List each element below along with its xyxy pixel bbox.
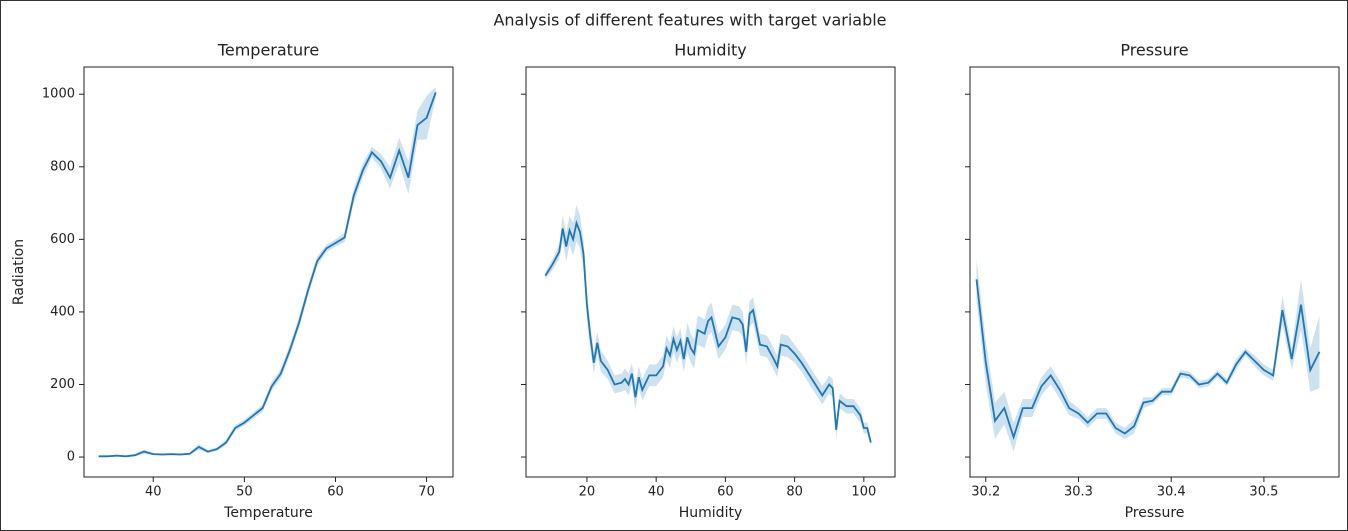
- line: [975, 279, 1321, 441]
- y-tick-label: 0: [67, 450, 75, 465]
- x-tick-label: 60: [327, 485, 344, 500]
- x-tick-label: 30.5: [1249, 485, 1278, 500]
- x-tick-label: 30.4: [1157, 485, 1186, 500]
- y-axis-label: Radiation: [11, 239, 27, 305]
- axes-frame: [83, 66, 454, 478]
- y-tick-label: 400: [50, 304, 75, 319]
- y-tick-label: 1000: [42, 87, 75, 102]
- axes-frame: [525, 66, 896, 478]
- y-tick-label: 800: [50, 159, 75, 174]
- line: [98, 92, 437, 458]
- y-tick-label: 200: [50, 377, 75, 392]
- x-tick-label: 100: [851, 485, 876, 500]
- axes-frame: [969, 66, 1340, 478]
- x-axis-label: Humidity: [679, 505, 742, 521]
- axes-title: Humidity: [674, 41, 747, 60]
- x-tick-label: 20: [579, 485, 596, 500]
- y-tick-label: 600: [50, 232, 75, 247]
- x-tick-label: 60: [717, 485, 734, 500]
- x-tick-label: 40: [648, 485, 665, 500]
- line: [544, 219, 872, 443]
- x-tick-label: 30.3: [1064, 485, 1093, 500]
- confidence-band: [545, 204, 871, 447]
- x-tick-label: 80: [786, 485, 803, 500]
- axes-title: Pressure: [1120, 41, 1188, 60]
- confidence-band: [976, 259, 1320, 452]
- axes-title: Temperature: [217, 41, 319, 60]
- x-tick-label: 50: [236, 485, 253, 500]
- x-axis-label: Temperature: [223, 505, 313, 521]
- x-tick-label: 30.2: [971, 485, 1000, 500]
- figure-title: Analysis of different features with targ…: [493, 11, 886, 30]
- x-tick-label: 40: [145, 485, 162, 500]
- x-tick-label: 70: [418, 485, 435, 500]
- x-axis-label: Pressure: [1125, 505, 1185, 521]
